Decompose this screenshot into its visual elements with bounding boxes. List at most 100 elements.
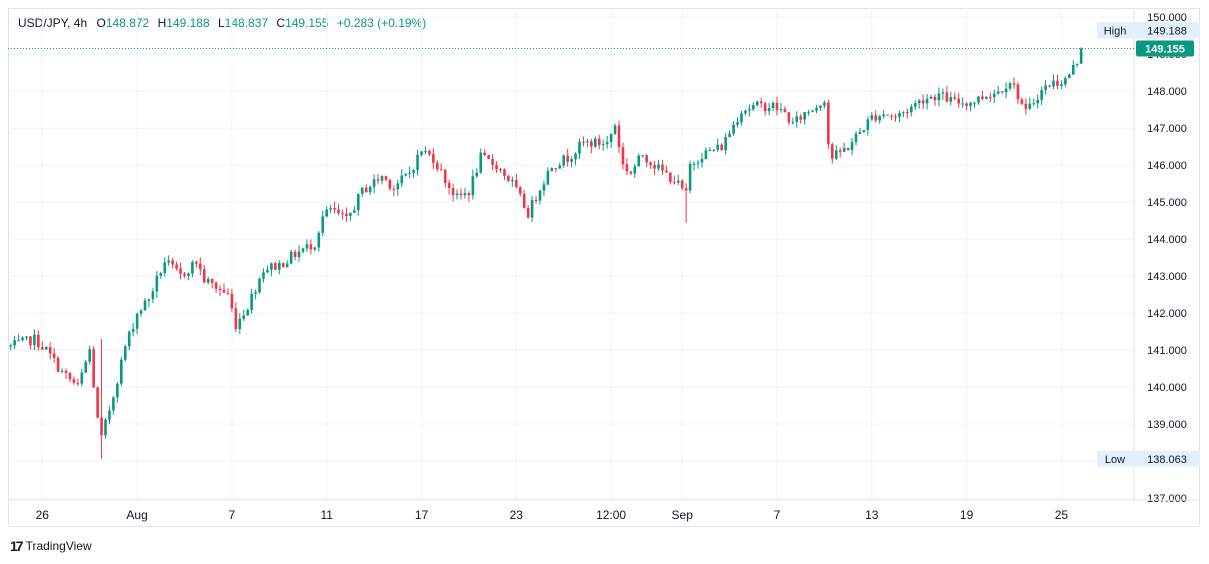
candle-body <box>748 109 751 111</box>
candle-body <box>60 370 64 372</box>
candle-body <box>779 109 783 111</box>
candle-body <box>436 162 439 170</box>
candle-body <box>420 151 423 155</box>
candle-body <box>206 279 210 283</box>
candle-body <box>191 261 194 274</box>
candle-body <box>645 155 648 163</box>
candle-body <box>637 155 641 167</box>
candle-body <box>313 247 317 250</box>
candle-body <box>13 340 16 346</box>
brand-name: TradingView <box>25 539 92 553</box>
candle-body <box>605 141 609 145</box>
candle-body <box>439 169 443 171</box>
low-label: Low <box>1105 454 1125 466</box>
candle-body <box>941 92 945 94</box>
candle-body <box>961 103 964 105</box>
candle-body <box>621 147 625 165</box>
x-tick-label: 23 <box>510 508 524 522</box>
y-tick-label: 146.000 <box>1147 160 1187 172</box>
candle-body <box>56 357 60 372</box>
candle-body <box>1012 83 1016 85</box>
candle-body <box>989 96 992 98</box>
candle-body <box>392 188 396 190</box>
candle-body <box>740 113 743 123</box>
candle-body <box>673 181 676 183</box>
candle-body <box>92 349 95 388</box>
candle-body <box>752 105 755 110</box>
candle-body <box>305 244 309 249</box>
candle-body <box>210 279 214 283</box>
candle-body <box>526 207 530 218</box>
candle-body <box>684 188 688 191</box>
candle-body <box>349 212 352 216</box>
candle-body <box>518 187 522 194</box>
candle-body <box>854 133 858 143</box>
price-chart[interactable]: 137.000138.000139.000140.000141.000142.0… <box>8 8 1200 527</box>
candle-body <box>1071 64 1075 75</box>
candle-body <box>522 193 526 208</box>
candle-body <box>878 116 881 121</box>
candle-body <box>870 115 874 120</box>
x-tick-label: Aug <box>126 508 147 522</box>
candle-body <box>910 106 913 113</box>
candle-body <box>52 353 56 358</box>
candle-body <box>234 308 238 329</box>
tradingview-attribution[interactable]: 17 TradingView <box>10 538 92 554</box>
close-value: 149.155 <box>285 16 329 30</box>
candle-body <box>973 102 976 104</box>
y-tick-label: 148.000 <box>1147 86 1187 98</box>
candle-body <box>534 199 538 201</box>
y-tick-label: 144.000 <box>1147 234 1187 246</box>
candle-body <box>767 108 771 112</box>
candle-body <box>131 328 135 332</box>
candle-body <box>538 190 542 201</box>
candle-body <box>384 176 388 180</box>
candle-body <box>317 232 321 248</box>
candle-body <box>1032 103 1036 105</box>
candle-body <box>96 387 99 418</box>
candle-body <box>230 293 234 309</box>
candle-body <box>578 141 581 154</box>
x-tick-label: 12:00 <box>596 508 626 522</box>
candle-body <box>1016 84 1020 100</box>
candle-body <box>345 213 348 216</box>
candle-body <box>617 125 621 148</box>
candle-body <box>700 158 704 163</box>
candle-body <box>116 383 119 398</box>
candle-body <box>1004 88 1008 93</box>
candle-body <box>755 101 759 106</box>
candle-body <box>380 176 384 181</box>
candle-body <box>143 300 147 311</box>
candle-body <box>112 397 115 411</box>
candle-body <box>985 96 988 99</box>
candle-body <box>250 293 253 310</box>
candle-body <box>360 187 364 194</box>
symbol-label[interactable]: USD/JPY, 4h <box>18 16 88 30</box>
candle-body <box>902 112 905 114</box>
candle-body <box>570 159 573 162</box>
x-tick-label: 19 <box>960 508 974 522</box>
candle-body <box>1028 103 1032 109</box>
candle-body <box>199 263 202 270</box>
candle-body <box>945 92 949 102</box>
candle-body <box>29 336 32 346</box>
candle-body <box>712 149 716 151</box>
candle-body <box>202 269 206 283</box>
candle-body <box>562 155 565 166</box>
candle-body <box>834 150 838 159</box>
candle-body <box>515 180 518 188</box>
candle-body <box>289 251 293 264</box>
candle-body <box>597 138 601 145</box>
candle-body <box>641 155 644 157</box>
x-tick-label: Sep <box>672 508 694 522</box>
candle-body <box>937 93 941 101</box>
candle-body <box>459 193 463 196</box>
candle-body <box>167 260 170 263</box>
candle-body <box>432 154 435 163</box>
candle-body <box>511 180 514 182</box>
candle-body <box>388 179 392 189</box>
candle-body <box>163 262 167 274</box>
candle-body <box>957 98 960 104</box>
candle-body <box>609 134 613 142</box>
candle-body <box>447 183 451 189</box>
